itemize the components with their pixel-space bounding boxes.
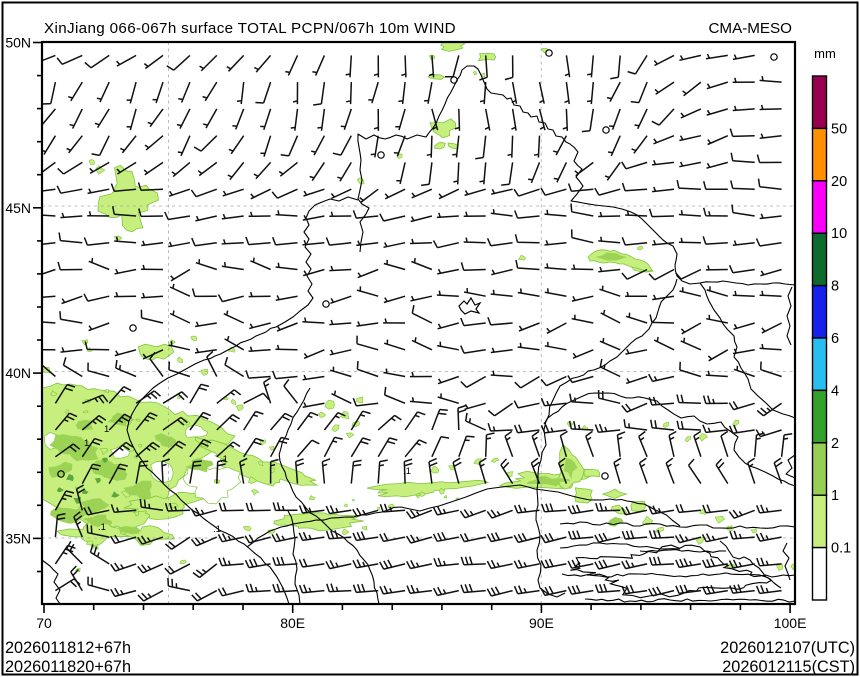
svg-text:.1: .1 [98,522,106,533]
svg-text:CMA-MESO: CMA-MESO [708,20,792,37]
svg-text:20: 20 [831,174,847,190]
svg-text:1: 1 [84,438,89,449]
svg-text:1: 1 [831,488,839,504]
svg-text:2026011820+67h: 2026011820+67h [5,658,131,676]
svg-text:40N: 40N [5,365,31,381]
svg-text:70: 70 [36,615,52,631]
svg-text:mm: mm [814,46,836,61]
svg-text:2026012115(CST): 2026012115(CST) [722,658,855,676]
svg-text:1: 1 [104,424,109,435]
svg-text:.1: .1 [403,466,411,477]
svg-text:35N: 35N [5,530,31,546]
svg-text:.1: .1 [220,454,228,465]
svg-text:2026011812+67h: 2026011812+67h [5,639,131,657]
svg-text:100E: 100E [774,615,807,631]
svg-text:50N: 50N [5,35,31,51]
svg-text:.1: .1 [213,524,221,535]
svg-text:2026012107(UTC): 2026012107(UTC) [720,639,855,657]
svg-text:8: 8 [831,279,839,295]
svg-text:80E: 80E [280,615,305,631]
svg-text:10: 10 [831,226,847,242]
svg-text:50: 50 [831,121,847,137]
svg-text:4: 4 [831,383,839,399]
svg-text:0.1: 0.1 [831,541,851,557]
svg-text:45N: 45N [5,200,31,216]
svg-text:XinJiang 066-067h surface TOTA: XinJiang 066-067h surface TOTAL PCPN/067… [44,20,456,37]
svg-text:2: 2 [831,436,839,452]
svg-text:6: 6 [831,331,839,347]
svg-text:90E: 90E [529,615,554,631]
